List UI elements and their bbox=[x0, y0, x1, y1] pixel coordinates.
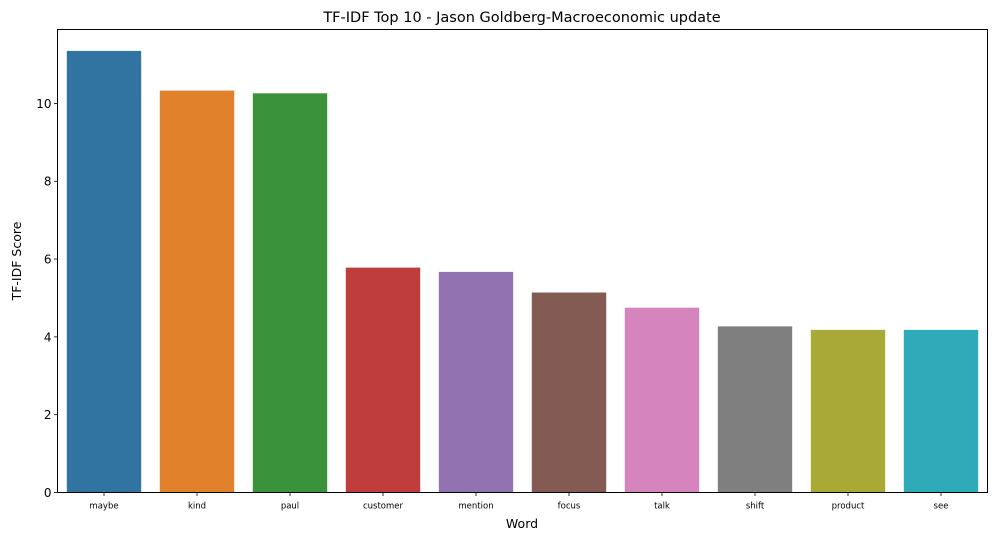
x-axis: maybe kind paul customer mention focus talk shi… bbox=[89, 492, 949, 512]
x-tick-label: shift bbox=[746, 502, 765, 512]
y-axis-label: TF-IDF Score bbox=[9, 221, 24, 301]
x-tick-label: maybe bbox=[89, 502, 118, 512]
y-tick-label: 8 bbox=[44, 175, 52, 189]
y-tick-label: 4 bbox=[44, 330, 52, 344]
y-tick-label: 0 bbox=[44, 486, 52, 500]
x-axis-label: Word bbox=[506, 516, 538, 531]
bar-kind bbox=[159, 90, 235, 493]
plot-frame bbox=[57, 29, 988, 493]
bar-talk bbox=[624, 307, 700, 493]
bar-mention bbox=[438, 271, 514, 493]
x-tick-label: talk bbox=[654, 502, 670, 512]
x-tick-label: focus bbox=[558, 502, 581, 512]
x-tick-label: product bbox=[832, 502, 865, 512]
x-tick-label: paul bbox=[281, 502, 299, 512]
bar-paul bbox=[252, 93, 328, 493]
chart-title: TF-IDF Top 10 - Jason Goldberg-Macroecon… bbox=[322, 10, 720, 26]
x-tick-label: mention bbox=[458, 502, 493, 512]
y-tick-label: 2 bbox=[44, 408, 52, 422]
x-tick-label: kind bbox=[188, 502, 206, 512]
bar-customer bbox=[345, 267, 421, 493]
bar-see bbox=[903, 329, 979, 493]
bars-group bbox=[66, 50, 979, 493]
bar-maybe bbox=[66, 50, 142, 493]
bar-focus bbox=[531, 292, 607, 493]
y-tick-label: 10 bbox=[36, 97, 51, 111]
y-tick-label: 6 bbox=[44, 253, 52, 267]
y-axis: 0 2 4 6 8 10 bbox=[36, 97, 58, 500]
x-tick-label: customer bbox=[363, 502, 404, 512]
bar-product bbox=[810, 329, 886, 493]
x-tick-label: see bbox=[934, 502, 949, 512]
bar-shift bbox=[717, 326, 793, 493]
